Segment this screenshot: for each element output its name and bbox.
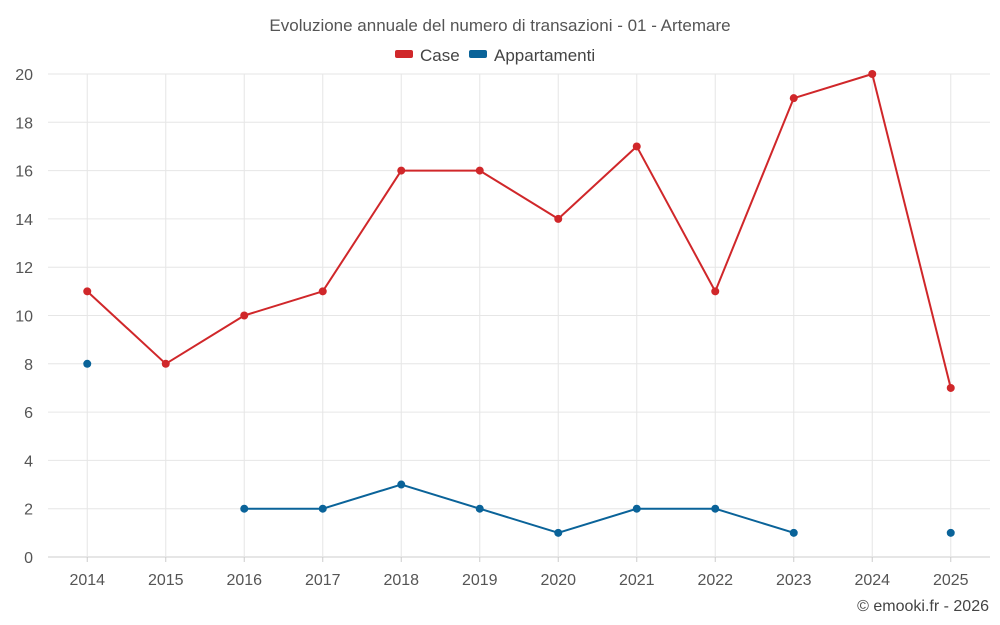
series-case bbox=[83, 70, 955, 392]
data-point[interactable] bbox=[789, 528, 798, 537]
y-tick-label: 0 bbox=[24, 550, 33, 567]
x-tick-label: 2018 bbox=[383, 572, 419, 589]
x-tick-label: 2021 bbox=[619, 572, 655, 589]
data-point[interactable] bbox=[240, 504, 249, 513]
y-tick-label: 18 bbox=[15, 115, 33, 132]
y-tick-label: 10 bbox=[15, 309, 33, 326]
data-point[interactable] bbox=[946, 528, 955, 537]
data-point[interactable] bbox=[946, 383, 955, 392]
x-tick-label: 2016 bbox=[226, 572, 262, 589]
chart-title: Evoluzione annuale del numero di transaz… bbox=[269, 16, 730, 35]
data-point[interactable] bbox=[711, 287, 720, 296]
gridlines bbox=[48, 73, 990, 558]
x-tick-label: 2019 bbox=[462, 572, 498, 589]
y-tick-label: 2 bbox=[24, 502, 33, 519]
x-tick-label: 2025 bbox=[933, 572, 969, 589]
x-tick-label: 2024 bbox=[854, 572, 890, 589]
data-point[interactable] bbox=[318, 504, 327, 513]
x-tick-label: 2020 bbox=[540, 572, 576, 589]
data-point[interactable] bbox=[397, 480, 406, 489]
legend-item-case[interactable]: Case bbox=[395, 46, 460, 65]
legend: Case Appartamenti bbox=[395, 46, 595, 65]
data-point[interactable] bbox=[632, 504, 641, 513]
data-point[interactable] bbox=[868, 70, 877, 78]
data-point[interactable] bbox=[318, 287, 327, 296]
data-point[interactable] bbox=[83, 359, 92, 368]
y-tick-label: 4 bbox=[24, 453, 33, 470]
legend-label: Appartamenti bbox=[494, 46, 595, 65]
legend-item-appartamenti[interactable]: Appartamenti bbox=[469, 46, 595, 65]
data-point[interactable] bbox=[83, 287, 92, 296]
y-tick-label: 16 bbox=[15, 164, 33, 181]
y-tick-label: 14 bbox=[15, 212, 33, 229]
data-point[interactable] bbox=[789, 94, 798, 103]
x-tick-label: 2017 bbox=[305, 572, 341, 589]
y-tick-label: 12 bbox=[15, 260, 33, 277]
x-tick-label: 2014 bbox=[69, 572, 105, 589]
data-point[interactable] bbox=[554, 528, 563, 537]
data-point[interactable] bbox=[632, 142, 641, 151]
x-tick-label: 2015 bbox=[148, 572, 184, 589]
legend-swatch bbox=[395, 50, 413, 58]
x-axis: 2014 2015 2016 2017 2018 2019 2020 2021 2022 2023… bbox=[69, 557, 969, 589]
credit-text: © emooki.fr - 2026 bbox=[857, 598, 989, 615]
data-point[interactable] bbox=[711, 504, 720, 513]
x-tick-label: 2022 bbox=[697, 572, 733, 589]
y-tick-label: 8 bbox=[24, 357, 33, 374]
y-tick-label: 6 bbox=[24, 405, 33, 422]
x-tick-label: 2023 bbox=[776, 572, 812, 589]
data-point[interactable] bbox=[475, 504, 484, 513]
series-line bbox=[244, 483, 795, 534]
y-axis: 0 2 4 6 8 10 12 14 16 18 20 bbox=[15, 67, 33, 567]
legend-swatch bbox=[469, 50, 487, 58]
series-layer bbox=[83, 70, 955, 537]
data-point[interactable] bbox=[397, 166, 406, 175]
data-point[interactable] bbox=[475, 166, 484, 175]
series-line bbox=[86, 73, 952, 389]
data-point[interactable] bbox=[240, 311, 249, 320]
y-tick-label: 20 bbox=[15, 67, 33, 84]
data-point[interactable] bbox=[554, 214, 563, 223]
data-point[interactable] bbox=[161, 359, 170, 368]
series-appartamenti bbox=[83, 359, 955, 537]
legend-label: Case bbox=[420, 46, 460, 65]
